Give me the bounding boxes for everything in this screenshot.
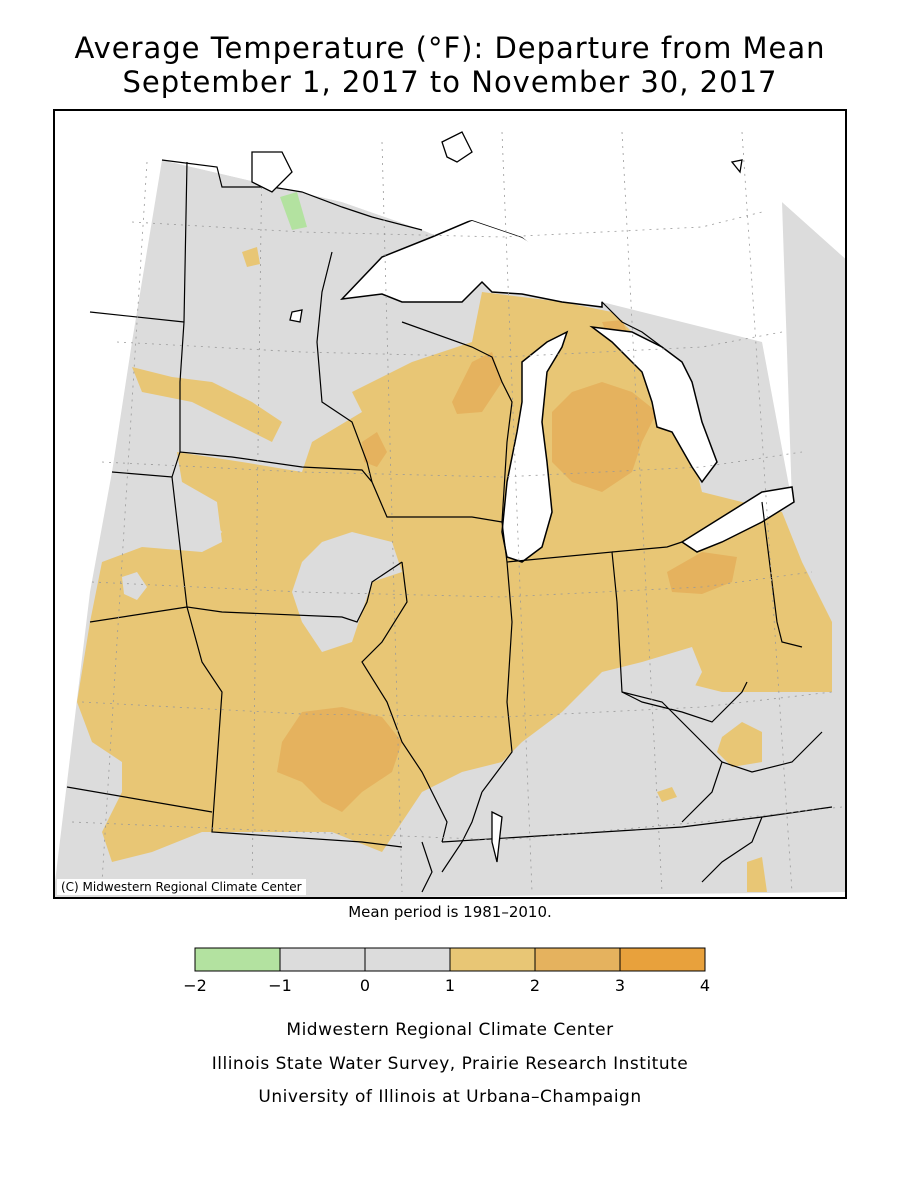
legend-bin-3	[449, 947, 536, 972]
legend-bin-2	[364, 947, 451, 972]
anomaly-2-3-in	[667, 552, 737, 594]
legend-tick-label: 3	[615, 976, 625, 995]
islands	[251, 131, 743, 863]
map-credit: (C) Midwestern Regional Climate Center	[57, 879, 306, 895]
anomaly-1-2-dot	[657, 787, 677, 802]
land-east	[782, 202, 845, 892]
lake-michigan	[501, 330, 569, 563]
color-legend: −2 −1 0 1 2 3 4	[183, 947, 710, 995]
near-normal-ia	[292, 532, 402, 652]
legend-bin-0	[194, 947, 281, 972]
lake-superior	[340, 219, 603, 308]
anomaly-cool-mn	[280, 192, 307, 230]
anomaly-1-2-north	[132, 367, 282, 442]
lake-ontario-canada	[732, 112, 845, 259]
near-normal-mo	[412, 762, 522, 832]
footer-line-3: University of Illinois at Urbana–Champai…	[258, 1087, 642, 1107]
lake-erie	[680, 486, 795, 553]
legend-bin-5	[619, 947, 706, 972]
near-normal-ne	[122, 572, 147, 600]
anomaly-2-3-wi	[452, 352, 502, 414]
legend-tick-label: 0	[360, 976, 370, 995]
mean-period-note: Mean period is 1981–2010.	[348, 903, 552, 921]
near-normal-mn	[182, 482, 222, 552]
map-frame: (C) Midwestern Regional Climate Center	[53, 109, 847, 899]
legend-tick-label: 4	[700, 976, 710, 995]
anomaly-1-2-south-east	[717, 722, 762, 767]
lake-huron	[589, 325, 718, 484]
canada-north	[55, 112, 742, 302]
anomaly-2-3-mn-dot	[362, 432, 387, 467]
legend-tick-label: −1	[268, 976, 292, 995]
anomaly-2-3-mi	[552, 382, 657, 492]
legend-tick-label: 1	[445, 976, 455, 995]
legend-bin-4	[534, 947, 621, 972]
map-title-line-1: Average Temperature (°F): Departure from…	[74, 31, 826, 65]
footer-line-2: Illinois State Water Survey, Prairie Res…	[211, 1054, 689, 1074]
anomaly-1-2-ky	[747, 857, 767, 892]
map-title-line-2: September 1, 2017 to November 30, 2017	[122, 65, 778, 99]
state-borders	[66, 159, 833, 893]
anomaly-2-3-mo	[277, 707, 402, 812]
graticule	[71, 131, 843, 893]
near-normal-oh	[622, 647, 702, 702]
legend-tick-label: −2	[183, 976, 207, 995]
legend-bin-1	[279, 947, 366, 972]
temperature-map	[55, 112, 845, 897]
anomaly-1-2-nd	[242, 247, 260, 267]
footer-line-1: Midwestern Regional Climate Center	[286, 1020, 614, 1040]
legend-tick-label: 2	[530, 976, 540, 995]
